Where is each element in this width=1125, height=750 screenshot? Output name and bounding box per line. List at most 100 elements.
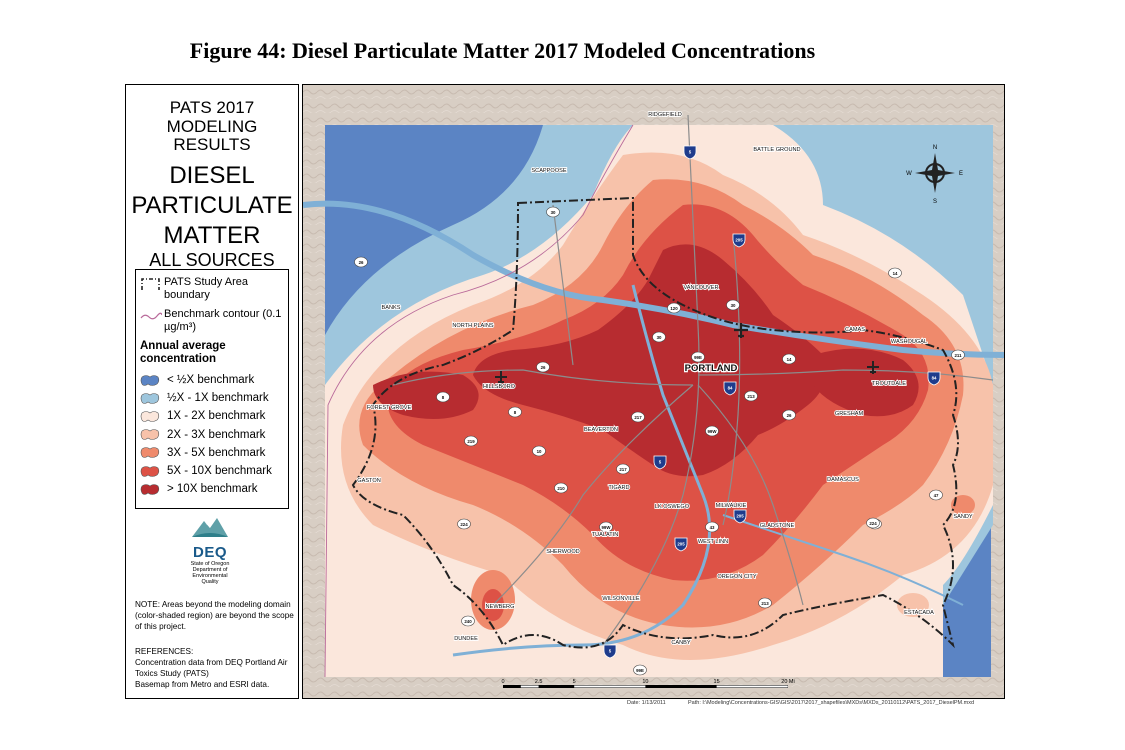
place-label: SANDY bbox=[953, 514, 973, 520]
map-canvas: N S E W 5 205 30 26 14 120 30 30 14 26 99E 84 84 8 8 21… bbox=[303, 85, 1004, 698]
shield-number: 213 bbox=[747, 394, 755, 399]
shield-number: 217 bbox=[634, 415, 642, 420]
shield-number: 213 bbox=[761, 601, 769, 606]
legend-class-item: > 10X benchmark bbox=[140, 480, 284, 498]
compass-w: W bbox=[906, 171, 912, 177]
references-line2: Basemap from Metro and ESRI data. bbox=[135, 680, 270, 689]
legend-swatch-icon bbox=[140, 483, 160, 495]
clackamas-river bbox=[722, 514, 964, 606]
concentration-map: N S E W 5 205 30 26 14 120 30 30 14 26 99E 84 84 8 8 21… bbox=[302, 84, 1005, 699]
place-label: GRESHAM bbox=[835, 411, 864, 417]
airport-troutdale-icon bbox=[867, 361, 879, 374]
state-route-shield-icon: 8 bbox=[508, 406, 522, 418]
shield-number: 26 bbox=[541, 365, 546, 370]
study-area-boundary-icon bbox=[140, 276, 164, 295]
concentration-class-list: < ½X benchmark ½X - 1X benchmark 1X - 2X b… bbox=[140, 371, 284, 498]
state-route-shield-icon: 26 bbox=[536, 361, 550, 373]
compass-e: E bbox=[959, 171, 963, 177]
deq-logo-sub3: Environmental bbox=[192, 573, 228, 579]
deq-logo-sub1: State of Oregon bbox=[190, 561, 230, 567]
compass-s: S bbox=[933, 199, 937, 205]
shield-number: 120 bbox=[670, 306, 678, 311]
figure-title: Figure 44: Diesel Particulate Matter 201… bbox=[189, 38, 816, 63]
shield-number: 5 bbox=[689, 149, 692, 154]
shield-number: 43 bbox=[710, 525, 715, 530]
shield-number: 99W bbox=[601, 525, 611, 530]
legend-swatch-icon bbox=[140, 411, 160, 422]
shield-number: 26 bbox=[359, 260, 364, 265]
legend-class-label: 3X - 5X benchmark bbox=[167, 446, 266, 459]
pats-study-area-boundary bbox=[351, 196, 959, 649]
shield-number: 224 bbox=[460, 522, 468, 527]
state-route-shield-icon: 210 bbox=[554, 482, 568, 494]
highway-us26 bbox=[392, 369, 694, 386]
benchmark-contour-icon bbox=[140, 308, 164, 327]
interstate-shield-icon: 5 bbox=[603, 644, 617, 659]
place-label: CAMAS bbox=[845, 327, 865, 333]
state-route-shield-icon: 14 bbox=[782, 353, 796, 365]
state-route-shield-icon: 217 bbox=[631, 411, 645, 423]
shield-number: 26 bbox=[787, 413, 792, 418]
legend-class-item: ½X - 1X benchmark bbox=[140, 389, 284, 407]
highway-i84 bbox=[697, 369, 994, 381]
state-route-shield-icon: 240 bbox=[461, 615, 475, 627]
interstate-shield-icon: 84 bbox=[723, 381, 737, 396]
legend-class-item: 1X - 2X benchmark bbox=[140, 407, 284, 425]
legend-swatch-icon bbox=[140, 465, 160, 477]
shield-number: 99E bbox=[636, 668, 644, 673]
shield-number: 210 bbox=[557, 486, 565, 491]
deq-logo: DEQ State of Oregon Department of Enviro… bbox=[184, 513, 236, 585]
columbia-river bbox=[303, 200, 1004, 358]
highway-99e bbox=[697, 384, 804, 606]
shield-number: 205 bbox=[677, 541, 685, 546]
study-area-label: PATS Study Area boundary bbox=[164, 276, 248, 301]
map-file-path: Path: I:\Modeling\Concentrations-GIS\GIS… bbox=[688, 700, 975, 706]
airport-hillsboro-icon bbox=[495, 371, 507, 384]
legend-class-item: 2X - 3X benchmark bbox=[140, 426, 284, 444]
legend-swatch-icon bbox=[140, 374, 160, 386]
place-label: DAMASCUS bbox=[827, 477, 859, 483]
place-label: CANBY bbox=[671, 640, 691, 646]
shield-number: 10 bbox=[537, 449, 542, 454]
shield-number: 30 bbox=[551, 210, 556, 215]
state-route-shield-icon: 213 bbox=[744, 390, 758, 402]
benchmark-contour-label: Benchmark contour (0.1 µg/m³) bbox=[164, 308, 282, 333]
interstate-shield-icon: 5 bbox=[653, 455, 667, 470]
legend-title-line2: MODELING RESULTS bbox=[166, 117, 258, 154]
legend-class-label: > 10X benchmark bbox=[167, 483, 258, 496]
state-route-shield-icon: 43 bbox=[705, 521, 719, 533]
legend-title-all-sources: ALL SOURCES bbox=[149, 249, 275, 270]
interstate-shield-icon: 84 bbox=[927, 371, 941, 386]
state-route-shield-icon: 47 bbox=[929, 489, 943, 501]
scale-tick-label: 5 bbox=[573, 679, 576, 685]
place-label: TROUTDALE bbox=[872, 381, 906, 387]
state-route-shield-icon: 120 bbox=[667, 302, 681, 314]
shield-number: 5 bbox=[659, 459, 662, 464]
shield-number: 211 bbox=[954, 353, 962, 358]
interstate-shield-icon: 205 bbox=[674, 537, 688, 552]
place-labels: RIDGEFIELD BATTLE GROUND SCAPPOOSE VANCOUVE… bbox=[356, 111, 973, 647]
place-label: SHERWOOD bbox=[546, 549, 579, 555]
place-label: PORTLAND bbox=[685, 363, 738, 374]
legend-class-label: ½X - 1X benchmark bbox=[167, 392, 269, 405]
place-label: TIGARD bbox=[608, 485, 629, 491]
references-line1: Concentration data from DEQ Portland Air… bbox=[135, 658, 288, 678]
shield-number: 217 bbox=[619, 467, 627, 472]
benchmark-contour bbox=[324, 124, 634, 678]
map-legend: PATS Study Area boundary Benchmark conto… bbox=[135, 269, 289, 509]
place-label: RIDGEFIELD bbox=[648, 112, 682, 118]
scale-bar: 0 2.5 5 10 15 20 Mi bbox=[501, 679, 795, 688]
place-label: SCAPPOOSE bbox=[531, 168, 566, 174]
place-label: NEWBERG bbox=[486, 604, 515, 610]
shield-number: 30 bbox=[731, 303, 736, 308]
legend-class-item: 3X - 5X benchmark bbox=[140, 444, 284, 462]
shield-number: 47 bbox=[934, 493, 939, 498]
place-label: MILWAUKIE bbox=[716, 503, 747, 509]
legend-swatch-icon bbox=[140, 447, 160, 459]
interstate-shield-icon: 205 bbox=[732, 233, 746, 248]
place-label: WILSONVILLE bbox=[602, 596, 640, 602]
state-route-shield-icon: 30 bbox=[546, 206, 560, 218]
place-label: DUNDEE bbox=[454, 636, 478, 642]
shield-number: 205 bbox=[736, 513, 744, 518]
state-route-shield-icon: 99W bbox=[599, 521, 613, 533]
